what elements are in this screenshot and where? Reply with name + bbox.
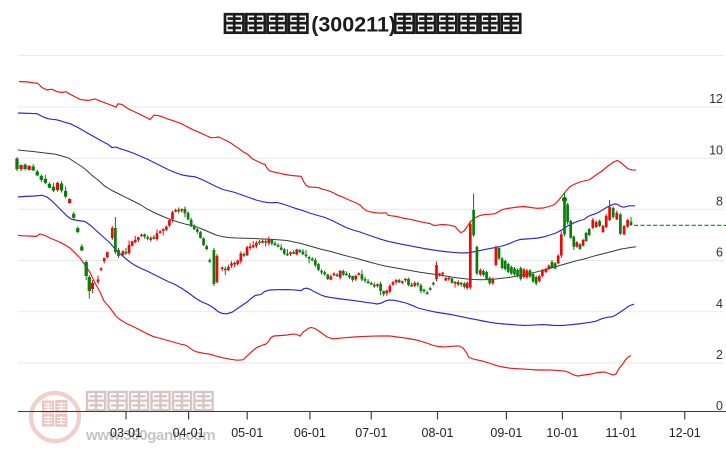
svg-text:(300211): (300211) xyxy=(311,13,396,37)
svg-text:2: 2 xyxy=(716,348,723,362)
svg-text:10-01: 10-01 xyxy=(546,426,578,440)
svg-text:4: 4 xyxy=(716,297,723,311)
svg-text:6: 6 xyxy=(716,246,723,260)
svg-text:05-01: 05-01 xyxy=(231,426,263,440)
svg-text:12-01: 12-01 xyxy=(669,426,701,440)
svg-text:07-01: 07-01 xyxy=(355,426,387,440)
svg-text:8: 8 xyxy=(716,195,723,209)
svg-text:08-01: 08-01 xyxy=(422,426,454,440)
svg-text:06-01: 06-01 xyxy=(294,426,326,440)
svg-text:11-01: 11-01 xyxy=(605,426,636,440)
svg-text:10: 10 xyxy=(709,143,723,157)
svg-text:04-01: 04-01 xyxy=(173,426,205,440)
svg-text:09-01: 09-01 xyxy=(490,426,522,440)
svg-text:12: 12 xyxy=(709,92,723,106)
svg-text:www.360gann.com: www.360gann.com xyxy=(85,427,215,444)
svg-text:0: 0 xyxy=(716,399,723,413)
svg-text:03-01: 03-01 xyxy=(110,426,142,440)
